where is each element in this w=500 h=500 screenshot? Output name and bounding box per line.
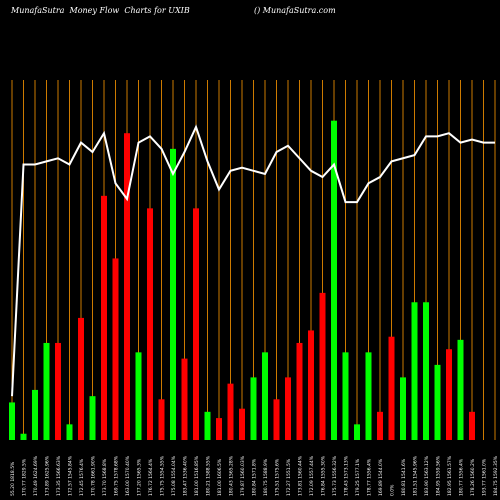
x-tick-label: 178.43 1573.13% — [344, 455, 350, 496]
x-tick-label: 182.95 1561.57% — [447, 455, 453, 496]
x-tick-label: 0.0% — [390, 484, 396, 496]
bar — [112, 258, 119, 440]
watermark-text: () MunafaSutra.com — [254, 6, 336, 15]
bar — [181, 358, 188, 440]
x-tick-label: 180.84 1571.8% — [252, 458, 258, 496]
x-tick-label: 170.78 1661.90% — [91, 455, 97, 496]
x-tick-label: 184.95 1559.56% — [436, 455, 442, 496]
bar — [20, 433, 27, 440]
bar — [66, 424, 73, 440]
bar — [55, 342, 61, 440]
x-tick-label: 178.77 1556.4% — [367, 458, 373, 496]
bar — [285, 377, 291, 440]
x-tick-label: 183.90 1563.12% — [424, 455, 430, 496]
x-tick-label: 179.87 1560.03% — [240, 455, 246, 496]
x-tick-label: 175.75 1554.55% — [160, 455, 166, 496]
x-tick-label: 173.70 1568.8% — [102, 458, 108, 496]
bar — [457, 339, 464, 440]
bar — [296, 342, 303, 440]
money-flow-line — [11, 124, 495, 397]
bar — [446, 349, 452, 440]
bar — [216, 418, 222, 440]
bar — [262, 352, 268, 440]
bar — [9, 402, 15, 440]
bar — [354, 424, 360, 440]
chart-title: MunafaSutra Money Flow Charts for UXIB — [11, 6, 190, 15]
flow-line-layer — [11, 124, 495, 397]
x-tick-label: 180.77 1556.4% — [459, 458, 465, 496]
x-tick-label: 183.47 1536.40% — [183, 455, 189, 496]
x-tick-label: 172.57 1545.84% — [68, 455, 74, 496]
bar — [377, 411, 383, 440]
bar-series — [9, 120, 475, 441]
bar — [158, 399, 165, 440]
x-tick-label: 181.00 1516.85% — [194, 455, 200, 496]
bar — [434, 364, 441, 440]
x-tick-label: 175.73 1556.32% — [332, 455, 338, 496]
x-tick-label: 177.20 1565.3% — [137, 458, 143, 496]
bar — [388, 336, 395, 440]
x-tick-label: 175.51 1575.6% — [275, 458, 281, 496]
x-tick-label: 181.51 1545.96% — [413, 455, 419, 496]
bar — [227, 383, 234, 440]
x-tick-label: 180.43 1565.28% — [229, 455, 235, 496]
x-tick-label: 175.08 1554.04% — [171, 455, 177, 496]
bar — [239, 408, 245, 440]
bar — [319, 292, 326, 440]
bar — [342, 352, 349, 440]
x-tick-label: 55.20 1818.5% — [10, 461, 16, 496]
x-tick-label: 172.27 1551.5% — [286, 458, 292, 496]
bar — [135, 352, 142, 440]
x-tick-label: 170.77 1829.5% — [22, 458, 28, 496]
bar — [400, 377, 406, 440]
x-tick-label: 179.25 1577.1% — [355, 458, 361, 496]
bar — [78, 317, 84, 440]
x-tick-label: 163.00 1570.40% — [125, 455, 131, 496]
bar — [469, 411, 475, 440]
bar — [411, 302, 418, 440]
x-tick-label: 193.77 1561.0% — [482, 458, 488, 496]
bar — [365, 352, 372, 440]
bar — [193, 208, 199, 440]
x-tick-label: 172.09 1557.44% — [309, 455, 315, 496]
bar — [170, 148, 176, 440]
x-tick-label: 172.45 1576.4% — [79, 458, 85, 496]
bar — [423, 302, 429, 440]
bar — [43, 342, 50, 440]
x-tick-label: 180.75 1588.9% — [263, 458, 269, 496]
bar — [331, 120, 337, 441]
x-tick-labels: 55.20 1818.5% 170.77 1829.5% 170.49 1624.6… — [10, 455, 499, 496]
bar — [32, 389, 38, 440]
x-tick-label: 169.89 1544.0% — [378, 458, 384, 496]
bar — [273, 399, 280, 440]
x-tick-label: 173.89 1625.96% — [45, 455, 51, 496]
x-tick-label: 184.75 1592.35% — [493, 455, 499, 496]
x-tick-label: 178.26 1560.2% — [470, 458, 476, 496]
bar — [124, 133, 130, 440]
x-tick-label: 181.00 1606.5% — [217, 458, 223, 496]
bar — [101, 195, 107, 440]
x-tick-label: 176.84 1555.30% — [321, 455, 327, 496]
bar — [250, 377, 257, 440]
bar — [204, 411, 211, 440]
x-tick-label: 170.49 1624.69% — [33, 455, 39, 496]
bar — [308, 330, 314, 440]
bar — [89, 396, 96, 440]
x-tick-label: 180.81 1541.6% — [401, 458, 407, 496]
bar — [147, 208, 153, 440]
x-tick-label: 173.35 1566.63% — [56, 455, 62, 496]
x-tick-label: 173.81 1560.44% — [298, 455, 304, 496]
x-tick-label: 180.21 1588.55% — [206, 455, 212, 496]
x-tick-label: 169.75 1578.68% — [114, 455, 120, 496]
x-tick-label: 176.72 1564.4% — [148, 458, 154, 496]
